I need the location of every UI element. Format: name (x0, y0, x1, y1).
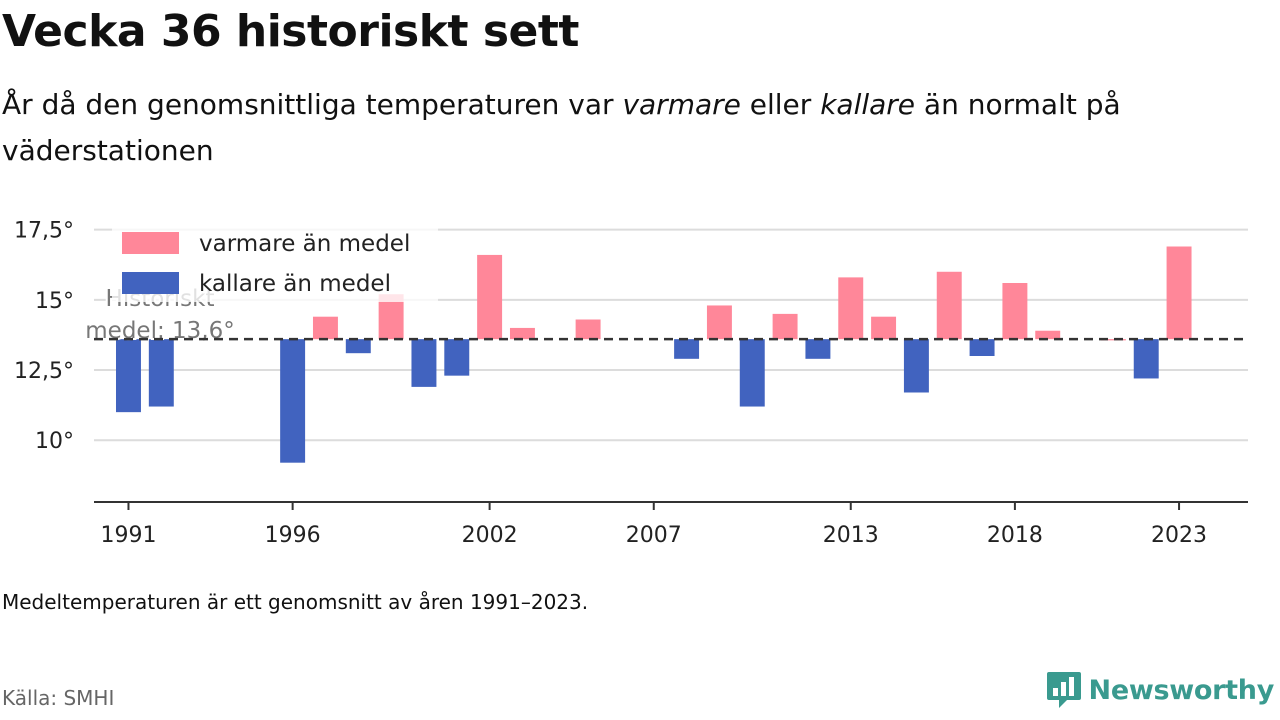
bar-warm (312, 316, 338, 340)
chart-subtitle: År då den genomsnittliga temperaturen va… (2, 82, 1222, 174)
y-tick-label: 17,5° (14, 219, 74, 244)
bar-warm (936, 271, 962, 340)
x-tick-label: 1996 (265, 523, 321, 548)
bar-warm (871, 316, 897, 340)
subtitle-text-3: än normalt på väderstationen (2, 88, 1121, 167)
x-tick-label: 2018 (987, 523, 1043, 548)
x-tick-label: 2013 (823, 523, 879, 548)
y-tick-label: 12,5° (14, 359, 74, 384)
subtitle-text-2: eller (740, 88, 821, 121)
bar-cold (969, 339, 995, 356)
bar-warm (1100, 339, 1126, 341)
x-tick-label: 2023 (1151, 523, 1207, 548)
legend-label: kallare än medel (199, 271, 391, 297)
bar-cold (148, 339, 174, 407)
temperature-bar-chart: 10°12,5°15°17,5°Historisktmedel: 13,6°va… (14, 219, 1248, 548)
legend-swatch (122, 232, 179, 254)
subtitle-cold-word: kallare (820, 88, 916, 121)
bar-cold (411, 339, 437, 387)
bar-cold (805, 339, 831, 359)
bar-cold (739, 339, 765, 407)
bar-warm (1002, 283, 1028, 340)
x-tick-label: 2007 (626, 523, 682, 548)
bar-cold (674, 339, 700, 359)
bar-warm (706, 305, 732, 340)
bar-cold (444, 339, 470, 376)
y-tick-label: 10° (35, 429, 74, 454)
bar-warm (509, 327, 535, 340)
bar-cold (1133, 339, 1159, 379)
bar-warm (575, 319, 601, 340)
source-text: Källa: SMHI (2, 686, 115, 710)
bar-cold (280, 339, 306, 463)
bar-cold (345, 339, 371, 354)
bar-cold (903, 339, 929, 393)
subtitle-warm-word: varmare (622, 88, 741, 121)
brand-logo[interactable]: Newsworthy (1045, 670, 1274, 710)
x-tick-label: 2002 (462, 523, 518, 548)
bar-chart-speech-bubble-icon (1046, 672, 1081, 708)
legend-swatch (122, 272, 179, 294)
bar-warm (1166, 246, 1192, 340)
y-tick-label: 15° (35, 289, 74, 314)
chart-title: Vecka 36 historiskt sett (2, 6, 579, 57)
bar-cold (115, 339, 141, 413)
bar-warm (1035, 330, 1061, 340)
x-tick-label: 1991 (100, 523, 156, 548)
legend-label: varmare än medel (199, 231, 410, 257)
footnote: Medeltemperaturen är ett genomsnitt av å… (2, 590, 589, 614)
bar-warm (772, 313, 798, 340)
bar-warm (477, 254, 503, 340)
bar-warm (838, 277, 864, 340)
brand-name: Newsworthy (1088, 674, 1275, 706)
subtitle-text-1: År då den genomsnittliga temperaturen va… (2, 88, 623, 121)
